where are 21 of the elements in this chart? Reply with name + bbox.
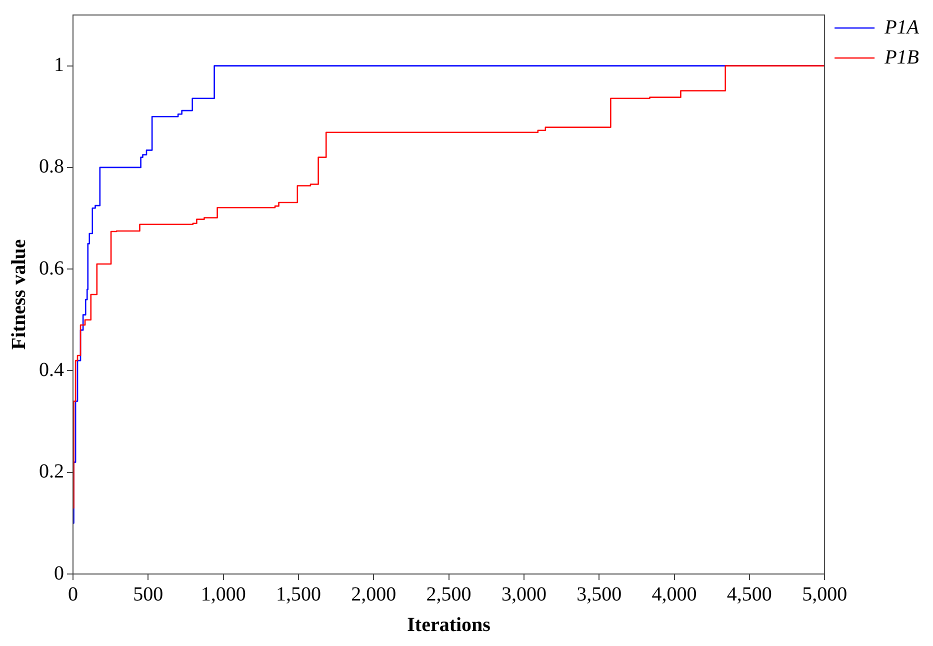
- x-tick-label: 1,500: [276, 583, 321, 606]
- y-axis-title: Fitness value: [8, 239, 30, 350]
- y-tick-label: 0.8: [39, 156, 64, 178]
- y-tick-label: 0.2: [39, 460, 64, 483]
- x-tick-label: 1,000: [200, 583, 246, 606]
- y-tick-label: 0: [54, 562, 64, 584]
- x-axis-title: Iterations: [407, 614, 491, 636]
- y-tick-label: 1: [54, 54, 64, 76]
- y-tick-label: 0.4: [39, 358, 64, 381]
- x-tick-label: 4,500: [726, 583, 772, 606]
- x-tick-label: 0: [68, 583, 78, 606]
- x-tick-label: 4,000: [652, 583, 697, 606]
- x-tick-label: 5,000: [802, 583, 848, 606]
- x-tick-label: 500: [133, 583, 164, 606]
- x-tick-label: 3,500: [576, 583, 622, 606]
- y-tick-label: 0.6: [39, 257, 64, 280]
- legend-label: P1A: [884, 16, 920, 38]
- legend-label: P1B: [884, 46, 920, 68]
- x-tick-label: 3,000: [501, 583, 546, 606]
- x-tick-label: 2,000: [351, 583, 396, 606]
- x-tick-label: 2,500: [426, 583, 472, 606]
